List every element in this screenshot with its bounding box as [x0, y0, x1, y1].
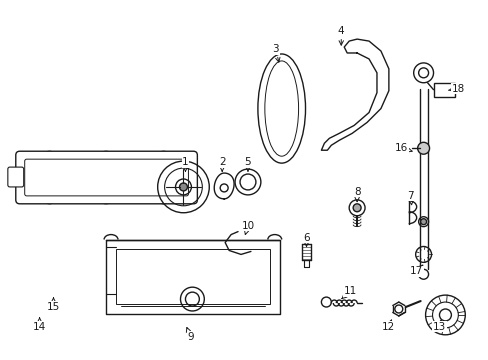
Text: 18: 18 — [447, 84, 464, 94]
Circle shape — [352, 204, 360, 212]
Text: 8: 8 — [353, 187, 360, 202]
FancyBboxPatch shape — [25, 159, 188, 196]
Bar — [116, 249, 269, 304]
Text: 2: 2 — [219, 157, 225, 171]
Text: 12: 12 — [382, 320, 395, 332]
Circle shape — [417, 142, 428, 154]
Circle shape — [179, 183, 187, 191]
Text: 13: 13 — [432, 320, 445, 332]
Text: 16: 16 — [394, 143, 411, 153]
Text: 10: 10 — [241, 221, 254, 235]
Text: 5: 5 — [244, 157, 251, 171]
Text: 4: 4 — [337, 26, 344, 45]
Text: 14: 14 — [33, 318, 46, 332]
Text: 17: 17 — [409, 265, 423, 276]
Text: 15: 15 — [47, 298, 60, 312]
Text: 11: 11 — [341, 286, 356, 299]
Text: 9: 9 — [186, 328, 193, 342]
FancyBboxPatch shape — [8, 167, 24, 187]
Circle shape — [420, 219, 426, 225]
FancyBboxPatch shape — [16, 151, 197, 204]
Text: 7: 7 — [407, 191, 413, 205]
Text: 1: 1 — [182, 157, 188, 171]
Text: 6: 6 — [303, 233, 309, 247]
Bar — [433, 83, 454, 96]
Text: 3: 3 — [272, 44, 280, 62]
